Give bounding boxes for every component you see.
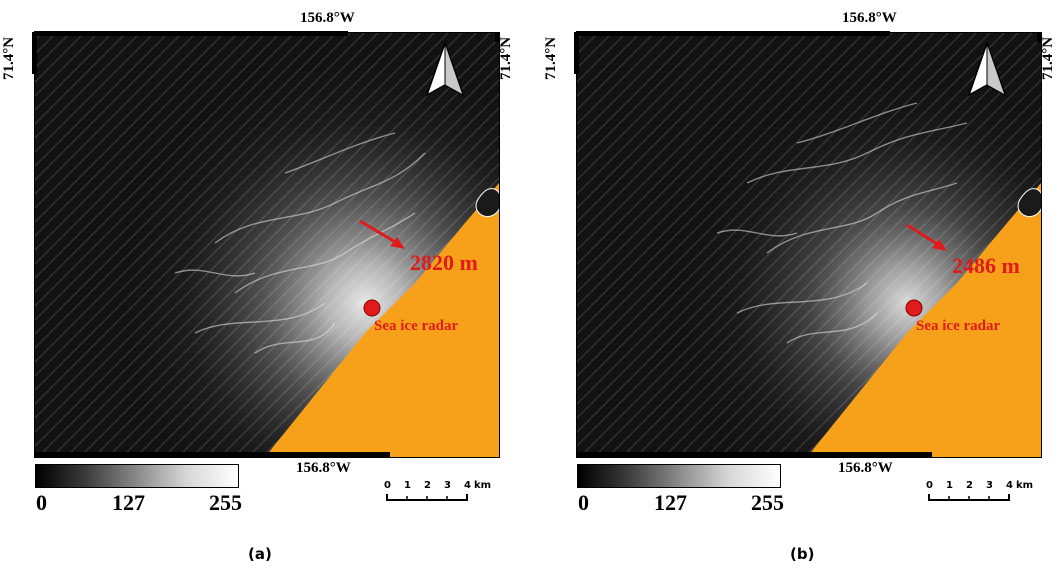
longitude-label-top: 156.8°W xyxy=(300,10,355,26)
colorbar-tick-max: 255 xyxy=(209,490,242,515)
ice-ridges xyxy=(174,132,426,354)
radar-backscatter-map xyxy=(35,33,499,457)
distance-label: 2486 m xyxy=(952,253,1020,278)
frame-tick-bottom xyxy=(576,452,932,457)
radar-image xyxy=(576,32,1042,458)
latitude-label-left: 71.4°N xyxy=(543,36,560,81)
frame-tick-right xyxy=(495,32,500,42)
scale-unit: km xyxy=(1016,480,1034,491)
colorbar xyxy=(35,464,239,488)
frame-tick-left xyxy=(32,32,37,74)
longitude-label-bottom: 156.8°W xyxy=(838,460,893,476)
scale-line xyxy=(386,494,468,501)
scale-tick-1: 1 xyxy=(946,480,953,491)
north-arrow-icon xyxy=(425,40,465,97)
frame-tick-bottom xyxy=(34,452,390,457)
scale-tick-0: 0 xyxy=(926,480,933,491)
latitude-label-right: 71.4°N xyxy=(1040,36,1057,81)
colorbar-tick-min: 0 xyxy=(578,490,589,515)
colorbar-tick-mid: 127 xyxy=(654,490,687,515)
scale-tick-0: 0 xyxy=(384,480,391,491)
island xyxy=(475,188,499,217)
land-area xyxy=(807,183,1041,457)
scale-tick-2: 2 xyxy=(424,480,431,491)
scale-bar: 0 1 2 3 4 km xyxy=(380,480,491,502)
scale-unit: km xyxy=(474,480,492,491)
colorbar-tick-mid: 127 xyxy=(112,490,145,515)
colorbar-tick-max: 255 xyxy=(751,490,784,515)
north-arrow-icon xyxy=(967,40,1007,97)
frame-tick-top xyxy=(576,31,890,36)
colorbar xyxy=(577,464,781,488)
longitude-label-bottom: 156.8°W xyxy=(296,460,351,476)
panel-caption: (b) xyxy=(790,545,815,563)
scale-tick-3: 3 xyxy=(986,480,993,491)
scale-tick-4: 4 xyxy=(1006,480,1013,491)
scale-line xyxy=(928,494,1010,501)
scale-tick-1: 1 xyxy=(404,480,411,491)
scale-tick-4: 4 xyxy=(464,480,471,491)
scale-tick-2: 2 xyxy=(966,480,973,491)
island xyxy=(1017,188,1041,217)
radar-backscatter-map xyxy=(577,33,1041,457)
scale-bar: 0 1 2 3 4 km xyxy=(922,480,1033,502)
land-area xyxy=(265,183,499,457)
arrow-icon xyxy=(359,219,405,249)
radar-label: Sea ice radar xyxy=(374,318,459,334)
latitude-label-right: 71.4°N xyxy=(498,36,515,81)
panel-caption: (a) xyxy=(248,545,272,563)
frame-tick-left xyxy=(574,32,579,74)
radar-image xyxy=(34,32,500,458)
colorbar-tick-min: 0 xyxy=(36,490,47,515)
longitude-label-top: 156.8°W xyxy=(842,10,897,26)
radar-label: Sea ice radar xyxy=(916,318,1001,334)
radar-location-icon xyxy=(363,299,381,317)
arrow-icon xyxy=(906,223,947,251)
scale-tick-3: 3 xyxy=(444,480,451,491)
frame-tick-right xyxy=(1037,32,1042,42)
radar-location-icon xyxy=(905,299,923,317)
map-panel-b: 156.8°W 71.4°N 71.4°N xyxy=(542,0,1056,569)
distance-label: 2820 m xyxy=(410,250,478,275)
latitude-label-left: 71.4°N xyxy=(1,36,18,81)
ice-ridges xyxy=(716,102,968,344)
frame-tick-top xyxy=(34,31,348,36)
map-panel-a: 156.8°W 71.4°N 71.4°N xyxy=(0,0,514,569)
